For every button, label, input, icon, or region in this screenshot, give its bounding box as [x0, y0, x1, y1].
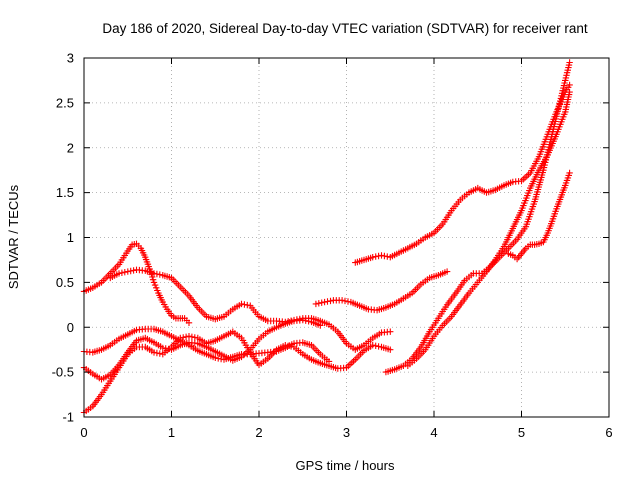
y-tick-label: 2.5 [56, 95, 74, 110]
data-point [338, 297, 346, 304]
x-tick-label: 0 [80, 425, 87, 440]
data-point [369, 254, 376, 261]
data-point [387, 346, 394, 353]
data-point [153, 270, 161, 278]
y-tick-label: -1 [62, 410, 74, 425]
data-point [149, 276, 157, 283]
data-point [188, 333, 196, 340]
data-point [156, 271, 163, 278]
x-tick-label: 3 [343, 425, 350, 440]
data-point [150, 279, 158, 286]
series-arc-10 [505, 169, 573, 263]
y-tick-label: 3 [67, 51, 74, 66]
x-tick-label: 1 [168, 425, 175, 440]
y-tick-label: 0 [67, 320, 74, 335]
data-point [121, 269, 128, 276]
data-point [285, 318, 292, 325]
data-point [150, 270, 158, 277]
axis-layer: 0 1 2 3 4 5 6 -1 -0.5 0 0.5 1 1.5 2 2.5 3 [52, 51, 613, 441]
series-arc-9 [404, 88, 573, 369]
data-point [372, 342, 379, 349]
data-point [566, 81, 573, 89]
data-point [244, 301, 251, 309]
data-point [369, 342, 376, 349]
x-tick-label: 6 [605, 425, 612, 440]
data-point [185, 319, 193, 326]
x-tick-label: 5 [518, 425, 525, 440]
series-arc-5 [107, 266, 394, 353]
data-point [293, 316, 301, 323]
data-point [344, 298, 352, 305]
data-point [115, 270, 123, 277]
data-point [156, 350, 163, 357]
data-point [381, 252, 388, 260]
data-point [185, 333, 193, 340]
series-arc-8 [382, 59, 573, 376]
data-point [287, 317, 295, 324]
y-tick-label: 2 [67, 140, 74, 155]
data-point [282, 318, 289, 326]
data-point [341, 297, 349, 305]
data-point [566, 88, 573, 96]
data-point [375, 343, 382, 350]
data-layer [80, 59, 573, 416]
data-point [290, 316, 298, 324]
data-point [212, 354, 219, 361]
data-point [566, 169, 573, 177]
y-axis-label: SDTVAR / TECUs [6, 184, 21, 289]
chart-title: Day 186 of 2020, Sidereal Day-to-day VTE… [102, 21, 587, 36]
data-point [182, 333, 190, 340]
data-point [151, 281, 159, 289]
y-tick-label: 0.5 [56, 275, 74, 290]
data-point [130, 267, 137, 274]
y-tick-label: 1 [67, 230, 74, 245]
data-point [191, 334, 198, 341]
data-point [387, 328, 394, 335]
series-arc-7 [352, 81, 573, 266]
data-point [325, 358, 333, 365]
data-point [150, 349, 158, 356]
data-point [443, 268, 451, 275]
series-arc-3 [80, 328, 394, 416]
data-point [324, 298, 331, 305]
data-point [312, 300, 320, 308]
data-point [180, 334, 187, 341]
data-point [215, 355, 222, 362]
data-point [318, 299, 325, 306]
data-point [566, 59, 573, 66]
data-point [372, 253, 379, 260]
x-tick-label: 4 [430, 425, 437, 440]
data-point [153, 284, 160, 291]
data-point [153, 349, 161, 357]
data-point [127, 267, 134, 275]
series-arc-6 [312, 268, 451, 314]
data-point [159, 344, 166, 352]
y-tick-label: 1.5 [56, 185, 74, 200]
data-point [327, 297, 334, 305]
x-axis-label: GPS time / hours [296, 458, 395, 473]
data-point [296, 315, 303, 323]
data-point [118, 269, 126, 276]
data-point [241, 301, 248, 308]
data-point [238, 300, 245, 308]
y-tick-label: -0.5 [52, 365, 74, 380]
data-point [315, 300, 322, 307]
data-point [375, 252, 382, 260]
data-point [321, 298, 328, 306]
x-tick-label: 2 [255, 425, 262, 440]
series-arc-1 [80, 240, 193, 326]
data-point [124, 268, 131, 275]
